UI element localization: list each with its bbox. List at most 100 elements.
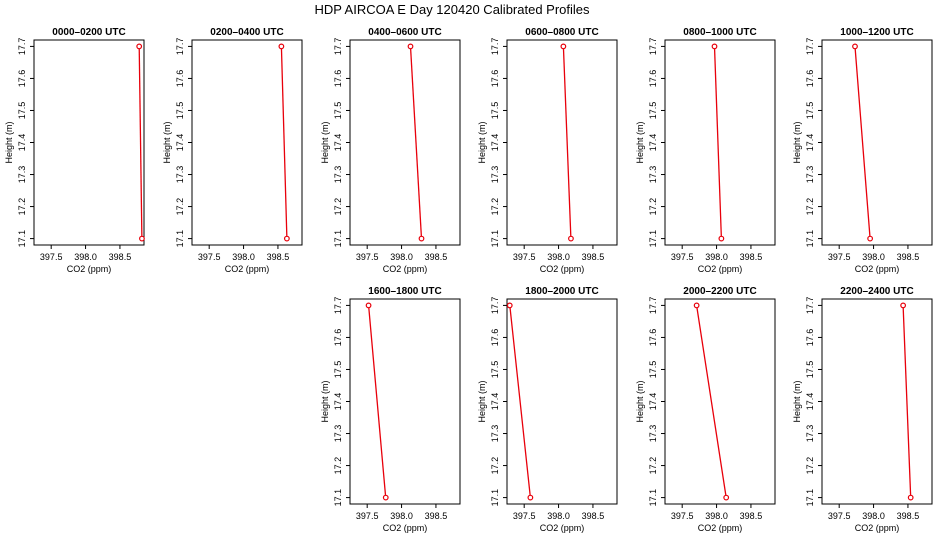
y-tick-label: 17.2 bbox=[648, 198, 658, 216]
x-tick-label: 397.5 bbox=[828, 511, 851, 521]
y-tick-label: 17.7 bbox=[805, 38, 815, 56]
x-tick-label: 397.5 bbox=[356, 511, 379, 521]
chart-panel: 0000–0200 UTC 397.5 398.0 398.5 17.1 17.2 17.3… bbox=[4, 27, 145, 274]
chart-panel: 0600–0800 UTC 397.5 398.0 398.5 17.1 17.2 17.3… bbox=[477, 27, 618, 274]
y-axis-label: Height (m) bbox=[320, 121, 330, 163]
y-tick-label: 17.1 bbox=[490, 489, 500, 507]
x-tick-label: 398.5 bbox=[740, 252, 763, 262]
y-tick-label: 17.4 bbox=[17, 134, 27, 152]
data-point bbox=[136, 43, 143, 50]
y-tick-label: 17.7 bbox=[333, 38, 343, 56]
chart-panel: 1800–2000 UTC 397.5 398.0 398.5 17.1 17.2 17.3… bbox=[477, 286, 618, 533]
y-axis-label: Height (m) bbox=[635, 380, 645, 422]
x-axis-label: CO2 (ppm) bbox=[698, 523, 743, 533]
y-tick-label: 17.3 bbox=[648, 166, 658, 184]
series-line bbox=[138, 46, 143, 239]
x-tick-label: 398.5 bbox=[740, 511, 763, 521]
y-tick-label: 17.4 bbox=[805, 393, 815, 411]
series-line bbox=[409, 46, 423, 239]
y-tick-label: 17.5 bbox=[175, 102, 185, 120]
x-axis-label: CO2 (ppm) bbox=[855, 523, 900, 533]
y-tick-label: 17.6 bbox=[333, 70, 343, 88]
x-tick-label: 398.5 bbox=[582, 252, 605, 262]
data-point bbox=[382, 494, 389, 501]
chart-panel: 2000–2200 UTC 397.5 398.0 398.5 17.1 17.2 17.3… bbox=[635, 286, 776, 533]
y-tick-label: 17.6 bbox=[805, 329, 815, 347]
y-tick-label: 17.5 bbox=[490, 102, 500, 120]
y-tick-label: 17.2 bbox=[490, 198, 500, 216]
y-tick-label: 17.7 bbox=[490, 297, 500, 315]
y-tick-label: 17.1 bbox=[805, 230, 815, 248]
x-axis-label: CO2 (ppm) bbox=[67, 264, 112, 274]
plot-frame bbox=[506, 39, 618, 246]
y-tick-label: 17.6 bbox=[175, 70, 185, 88]
y-tick-label: 17.4 bbox=[333, 393, 343, 411]
data-point bbox=[900, 302, 907, 309]
x-tick-label: 398.0 bbox=[390, 511, 413, 521]
plot-frame bbox=[349, 298, 461, 505]
y-tick-label: 17.2 bbox=[333, 198, 343, 216]
plot-frame bbox=[664, 298, 776, 505]
x-tick-label: 398.0 bbox=[547, 252, 570, 262]
x-tick-label: 398.5 bbox=[109, 252, 132, 262]
x-tick-label: 398.5 bbox=[267, 252, 290, 262]
x-tick-label: 398.5 bbox=[582, 511, 605, 521]
y-tick-label: 17.5 bbox=[490, 361, 500, 379]
y-tick-label: 17.1 bbox=[175, 230, 185, 248]
y-tick-label: 17.5 bbox=[805, 102, 815, 120]
x-tick-label: 398.5 bbox=[425, 252, 448, 262]
panel-title: 0000–0200 UTC bbox=[52, 27, 125, 38]
chart-panel: 0200–0400 UTC 397.5 398.0 398.5 17.1 17.2 17.3… bbox=[162, 27, 303, 274]
x-axis-label: CO2 (ppm) bbox=[698, 264, 743, 274]
data-point bbox=[365, 302, 372, 309]
y-tick-label: 17.6 bbox=[648, 329, 658, 347]
x-axis-label: CO2 (ppm) bbox=[855, 264, 900, 274]
y-tick-label: 17.1 bbox=[17, 230, 27, 248]
y-tick-label: 17.3 bbox=[17, 166, 27, 184]
series-line bbox=[713, 46, 723, 239]
y-tick-label: 17.7 bbox=[333, 297, 343, 315]
panel-title: 0600–0800 UTC bbox=[525, 27, 598, 38]
plot-frame bbox=[33, 39, 145, 246]
x-tick-label: 398.0 bbox=[862, 511, 885, 521]
y-axis-label: Height (m) bbox=[4, 121, 14, 163]
data-point bbox=[907, 494, 914, 501]
y-tick-label: 17.6 bbox=[490, 70, 500, 88]
x-tick-label: 397.5 bbox=[198, 252, 221, 262]
y-tick-label: 17.5 bbox=[648, 102, 658, 120]
x-tick-label: 398.0 bbox=[705, 511, 728, 521]
series-line bbox=[902, 305, 912, 498]
panel-title: 2000–2200 UTC bbox=[683, 286, 756, 297]
y-tick-label: 17.6 bbox=[333, 329, 343, 347]
y-tick-label: 17.7 bbox=[17, 38, 27, 56]
y-axis-label: Height (m) bbox=[320, 380, 330, 422]
y-tick-label: 17.4 bbox=[175, 134, 185, 152]
y-tick-label: 17.3 bbox=[333, 425, 343, 443]
panel-grid: 0000–0200 UTC 397.5 398.0 398.5 17.1 17.2 17.3… bbox=[4, 27, 933, 533]
y-tick-label: 17.6 bbox=[490, 329, 500, 347]
y-axis-label: Height (m) bbox=[792, 380, 802, 422]
series-line bbox=[854, 46, 871, 239]
x-tick-label: 397.5 bbox=[513, 511, 536, 521]
y-tick-label: 17.4 bbox=[648, 393, 658, 411]
panel-title: 0400–0600 UTC bbox=[368, 27, 441, 38]
series-line bbox=[562, 46, 572, 239]
x-tick-label: 397.5 bbox=[828, 252, 851, 262]
y-tick-label: 17.5 bbox=[333, 102, 343, 120]
y-tick-label: 17.1 bbox=[648, 489, 658, 507]
x-tick-label: 398.0 bbox=[390, 252, 413, 262]
y-tick-label: 17.3 bbox=[805, 425, 815, 443]
data-point bbox=[278, 43, 285, 50]
y-tick-label: 17.7 bbox=[490, 38, 500, 56]
x-axis-label: CO2 (ppm) bbox=[383, 264, 428, 274]
y-tick-label: 17.4 bbox=[805, 134, 815, 152]
y-tick-label: 17.2 bbox=[490, 457, 500, 475]
x-tick-label: 398.0 bbox=[74, 252, 97, 262]
x-axis-label: CO2 (ppm) bbox=[383, 523, 428, 533]
chart-panel: 0400–0600 UTC 397.5 398.0 398.5 17.1 17.2 17.3… bbox=[320, 27, 461, 274]
y-tick-label: 17.1 bbox=[333, 489, 343, 507]
data-point bbox=[718, 235, 725, 242]
y-tick-label: 17.2 bbox=[805, 198, 815, 216]
panel-title: 2200–2400 UTC bbox=[840, 286, 913, 297]
y-tick-label: 17.2 bbox=[333, 457, 343, 475]
